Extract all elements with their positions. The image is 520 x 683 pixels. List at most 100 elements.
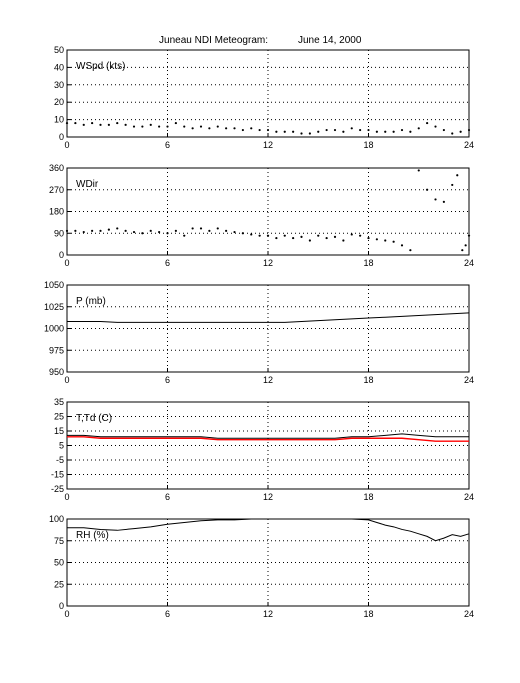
temperature-x-tick-label: 12 bbox=[263, 492, 273, 502]
wdir-x-tick-label: 6 bbox=[165, 258, 170, 268]
wdir-data-point bbox=[74, 229, 77, 232]
pressure-x-tick-label: 24 bbox=[464, 375, 474, 385]
pressure-x-tick-label: 0 bbox=[64, 375, 69, 385]
wdir-data-point bbox=[158, 230, 161, 234]
temperature-y-tick-label: 15 bbox=[54, 426, 64, 436]
humidity-y-tick-label: 100 bbox=[49, 514, 64, 524]
wspd-y-tick-label: 50 bbox=[54, 45, 64, 55]
wspd-data-point bbox=[292, 130, 295, 133]
wspd-data-point bbox=[233, 127, 236, 130]
pressure-x-tick-label: 6 bbox=[165, 375, 170, 385]
wdir-data-point bbox=[250, 233, 253, 236]
wspd-data-point bbox=[225, 127, 228, 130]
wdir-data-point bbox=[208, 229, 211, 232]
wdir-y-tick-label: 0 bbox=[59, 250, 64, 260]
wdir-data-point bbox=[166, 232, 169, 235]
wspd-data-point bbox=[149, 123, 152, 126]
wspd-data-point bbox=[442, 128, 445, 132]
wspd-data-point bbox=[325, 128, 328, 132]
wspd-data-point bbox=[342, 130, 345, 133]
wdir-data-point bbox=[434, 198, 437, 201]
wspd-data-point bbox=[191, 127, 194, 130]
wdir-data-point bbox=[426, 188, 429, 191]
wspd-axes-frame bbox=[66, 49, 470, 138]
wspd-data-point bbox=[308, 132, 311, 135]
humidity-y-tick-label: 50 bbox=[54, 558, 64, 568]
wspd-data-point bbox=[300, 132, 303, 135]
humidity-x-tick-label: 24 bbox=[464, 609, 474, 619]
wspd-data-point bbox=[65, 121, 69, 125]
temperature-panel: 0 6 12 18 24 -25 -15 -5 5 15 25 35 T,Td (C) bbox=[51, 397, 474, 502]
wdir-data-point bbox=[317, 234, 320, 237]
wdir-data-point bbox=[225, 229, 228, 232]
wdir-data-point bbox=[325, 236, 328, 240]
wdir-y-tick-label: 90 bbox=[54, 228, 64, 238]
wdir-data-point bbox=[141, 232, 144, 235]
wdir-data-point bbox=[375, 238, 378, 241]
wdir-data-point bbox=[91, 229, 94, 232]
wspd-x-tick-label: 18 bbox=[363, 140, 373, 150]
wdir-data-point bbox=[82, 230, 85, 234]
wspd-data-point bbox=[116, 121, 119, 125]
temperature-x-tick-label: 24 bbox=[464, 492, 474, 502]
humidity-panel-label: RH (%) bbox=[76, 530, 109, 541]
wspd-data-point bbox=[426, 121, 429, 125]
wdir-data-point bbox=[456, 174, 459, 177]
wdir-data-point bbox=[308, 239, 311, 242]
pressure-y-tick-label: 1025 bbox=[44, 302, 64, 312]
temperature-series-line-2 bbox=[67, 436, 469, 442]
wspd-data-point bbox=[367, 128, 370, 132]
pressure-y-tick-label: 950 bbox=[49, 367, 64, 377]
wdir-data-point bbox=[392, 240, 395, 243]
wdir-data-point bbox=[191, 227, 194, 230]
humidity-y-tick-label: 75 bbox=[54, 536, 64, 546]
wspd-data-point bbox=[392, 130, 395, 133]
wspd-y-tick-label: 10 bbox=[54, 115, 64, 125]
wspd-data-point bbox=[317, 130, 320, 133]
wspd-x-tick-label: 12 bbox=[263, 140, 273, 150]
wdir-data-point bbox=[116, 227, 119, 230]
wspd-data-point bbox=[359, 128, 362, 132]
wdir-data-point bbox=[367, 236, 370, 240]
wspd-data-point bbox=[250, 127, 253, 130]
temperature-x-tick-label: 6 bbox=[165, 492, 170, 502]
wspd-y-tick-label: 40 bbox=[54, 62, 64, 72]
wdir-data-point bbox=[467, 234, 471, 237]
wdir-data-point bbox=[461, 249, 464, 252]
wdir-panel-label: WDir bbox=[76, 179, 99, 190]
wspd-data-point bbox=[275, 130, 278, 133]
wdir-data-point bbox=[124, 229, 127, 232]
wdir-data-point bbox=[350, 233, 353, 236]
wspd-data-point bbox=[199, 125, 203, 128]
wdir-data-point bbox=[384, 239, 387, 242]
pressure-panel-label: P (mb) bbox=[76, 296, 106, 307]
wdir-data-point bbox=[442, 200, 445, 203]
wdir-x-tick-label: 18 bbox=[363, 258, 373, 268]
pressure-x-tick-label: 12 bbox=[263, 375, 273, 385]
wdir-data-point bbox=[183, 234, 186, 237]
wspd-data-point bbox=[434, 125, 437, 128]
wspd-data-point bbox=[467, 128, 471, 132]
wdir-data-point bbox=[400, 244, 404, 247]
temperature-y-tick-label: 5 bbox=[59, 441, 64, 451]
wdir-data-point bbox=[149, 229, 152, 232]
humidity-y-tick-label: 25 bbox=[54, 579, 64, 589]
humidity-y-tick-label: 0 bbox=[59, 601, 64, 611]
wdir-y-tick-label: 360 bbox=[49, 163, 64, 173]
humidity-series-line-1 bbox=[67, 518, 470, 542]
wdir-data-point bbox=[417, 169, 420, 172]
wdir-data-point bbox=[216, 227, 219, 230]
wdir-data-point bbox=[65, 229, 69, 232]
wspd-x-tick-label: 0 bbox=[64, 140, 69, 150]
wdir-data-point bbox=[174, 229, 177, 232]
wspd-data-point bbox=[241, 128, 244, 132]
pressure-series-line-1 bbox=[67, 312, 470, 323]
wspd-data-point bbox=[258, 128, 261, 132]
wdir-data-point bbox=[292, 236, 295, 240]
wspd-panel: 0 6 12 18 24 0 10 20 30 40 50 WSpd (kts) bbox=[54, 45, 474, 150]
wspd-data-point bbox=[283, 130, 286, 133]
temperature-y-tick-label: -15 bbox=[51, 470, 64, 480]
wspd-data-point bbox=[400, 128, 404, 132]
